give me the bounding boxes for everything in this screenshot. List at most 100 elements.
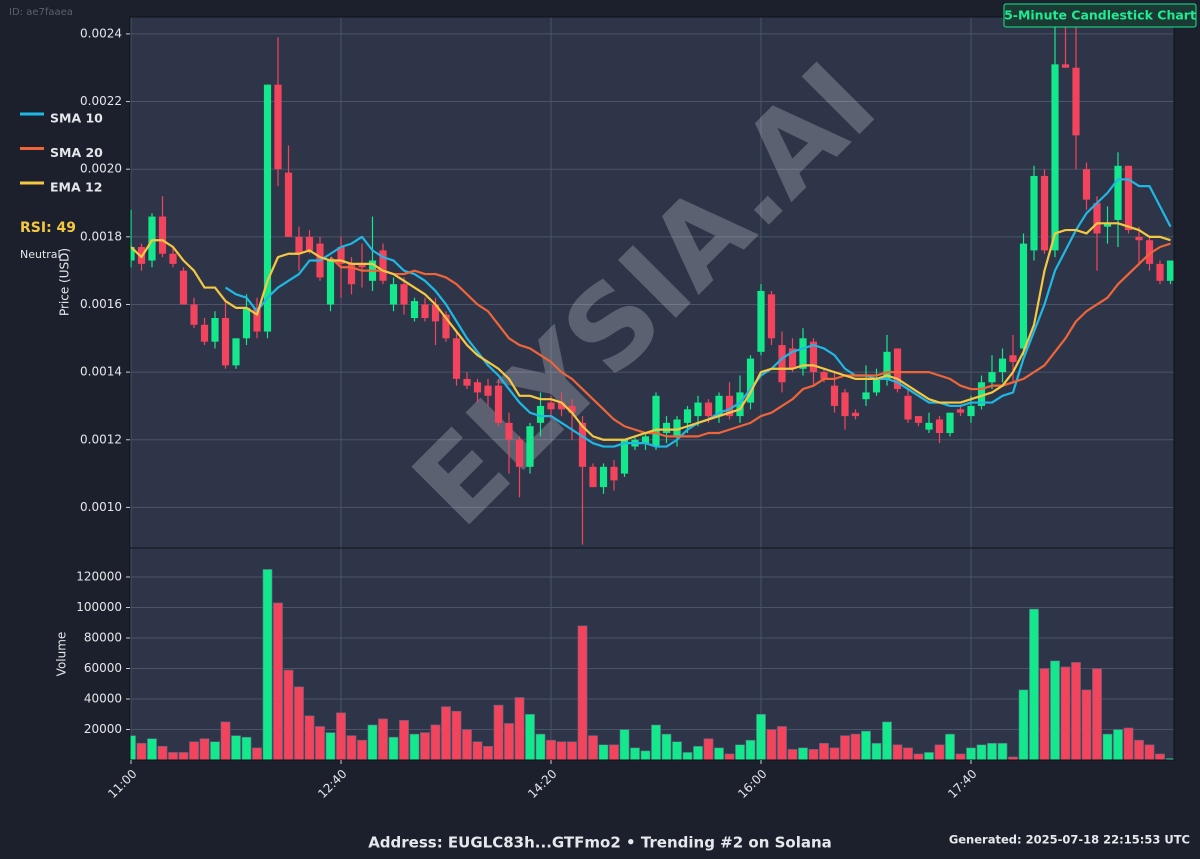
candle-body bbox=[200, 324, 209, 342]
candle-body bbox=[998, 358, 1007, 373]
volume-bar bbox=[924, 752, 934, 760]
volume-bar bbox=[1092, 668, 1102, 760]
volume-bar bbox=[714, 747, 724, 760]
candle-body bbox=[809, 341, 818, 373]
candle-body bbox=[935, 419, 944, 434]
candle-body bbox=[190, 304, 198, 325]
volume-bar bbox=[388, 736, 399, 760]
candle-body bbox=[410, 301, 419, 319]
legend-label: SMA 20 bbox=[50, 145, 103, 160]
candle-body bbox=[568, 405, 576, 413]
candle-body bbox=[421, 304, 429, 319]
volume-bar bbox=[199, 738, 210, 760]
candle-body bbox=[694, 402, 702, 417]
candle-body bbox=[925, 422, 933, 430]
volume-bar bbox=[168, 752, 178, 760]
volume-bar bbox=[861, 730, 871, 760]
volume-bar bbox=[1008, 756, 1018, 760]
candle-body bbox=[484, 385, 492, 396]
candle-body bbox=[1072, 67, 1080, 136]
volume-bar bbox=[987, 742, 997, 760]
volume-bar bbox=[1050, 660, 1060, 760]
y-tick-label: 120000 bbox=[76, 569, 122, 583]
volume-bar bbox=[1039, 668, 1050, 760]
volume-bar bbox=[976, 744, 987, 760]
volume-bar bbox=[1144, 744, 1155, 760]
volume-bar bbox=[630, 747, 640, 760]
volume-bar bbox=[430, 724, 441, 760]
candle-body bbox=[221, 318, 230, 366]
volume-bar bbox=[514, 697, 525, 760]
candle-body bbox=[778, 345, 786, 383]
volume-bar bbox=[787, 749, 798, 760]
volume-bar bbox=[556, 741, 567, 760]
footer: Address: EUGLC83h...GTFmo2 • Trending #2… bbox=[368, 834, 832, 852]
volume-bar bbox=[567, 741, 577, 760]
volume-bar bbox=[745, 739, 756, 760]
candle-body bbox=[389, 284, 398, 305]
legend-label: SMA 10 bbox=[50, 111, 103, 126]
volume-bar bbox=[682, 752, 693, 760]
y-tick-label: 20000 bbox=[84, 722, 122, 736]
candle-body bbox=[904, 395, 912, 420]
volume-bar bbox=[346, 735, 357, 760]
volume-bar bbox=[598, 744, 609, 760]
volume-bar bbox=[1113, 729, 1123, 760]
badge-box bbox=[1003, 3, 1197, 28]
candle-body bbox=[1051, 64, 1059, 251]
volume-bar bbox=[997, 742, 1008, 760]
volume-bar bbox=[483, 745, 493, 760]
y-tick-label: 0.0014 bbox=[80, 365, 122, 379]
volume-bar bbox=[955, 753, 966, 760]
candle-body bbox=[1156, 263, 1164, 281]
candle-body bbox=[463, 378, 471, 386]
volume-bar bbox=[777, 726, 787, 760]
candle-body bbox=[305, 236, 314, 251]
candle-body bbox=[515, 439, 524, 467]
candle-body bbox=[1124, 165, 1133, 231]
candle-body bbox=[148, 216, 156, 261]
volume-bar bbox=[472, 741, 483, 760]
volume-bar bbox=[829, 747, 840, 760]
y-tick-label: 100000 bbox=[76, 600, 122, 614]
y-tick-label: 0.0018 bbox=[80, 229, 122, 243]
volume-bar bbox=[336, 712, 346, 760]
volume-bar bbox=[756, 713, 766, 760]
candle-body bbox=[358, 263, 366, 268]
candle-body bbox=[400, 284, 408, 305]
candle-body bbox=[841, 392, 849, 417]
volume-bar bbox=[819, 742, 829, 760]
candle-body bbox=[851, 412, 860, 417]
volume-bar bbox=[1060, 666, 1071, 760]
candle-body bbox=[1030, 175, 1038, 251]
id-label: ID: ae7faaea bbox=[9, 7, 73, 18]
candle-body bbox=[536, 405, 545, 423]
candle-body bbox=[473, 382, 482, 393]
volume-bar bbox=[241, 736, 252, 760]
legend-label: EMA 12 bbox=[50, 180, 102, 195]
volume-bar bbox=[850, 733, 861, 760]
volume-bar bbox=[966, 747, 976, 760]
volume-bar bbox=[840, 735, 850, 760]
candle-body bbox=[169, 253, 177, 264]
candle-body bbox=[757, 290, 765, 352]
candle-body bbox=[1114, 165, 1122, 220]
candle-body bbox=[715, 395, 723, 417]
volume-bar bbox=[693, 745, 703, 760]
indicator-line bbox=[329, 242, 1171, 438]
candle-body bbox=[431, 304, 440, 322]
candle-body bbox=[662, 422, 671, 434]
y-tick-label: 0.0020 bbox=[80, 162, 122, 176]
volume-bar bbox=[1155, 753, 1165, 760]
volume-bar bbox=[535, 733, 546, 760]
y-axis-label: Price (USD) bbox=[58, 248, 72, 316]
volume-bar bbox=[1018, 689, 1029, 760]
candle-body bbox=[799, 338, 807, 369]
candle-body bbox=[1009, 355, 1017, 362]
candle-body bbox=[232, 338, 240, 366]
candle-body bbox=[820, 372, 828, 379]
candle-body bbox=[284, 172, 293, 237]
y-tick-label: 0.0012 bbox=[80, 432, 122, 446]
y-tick-label: 0.0010 bbox=[80, 500, 122, 514]
